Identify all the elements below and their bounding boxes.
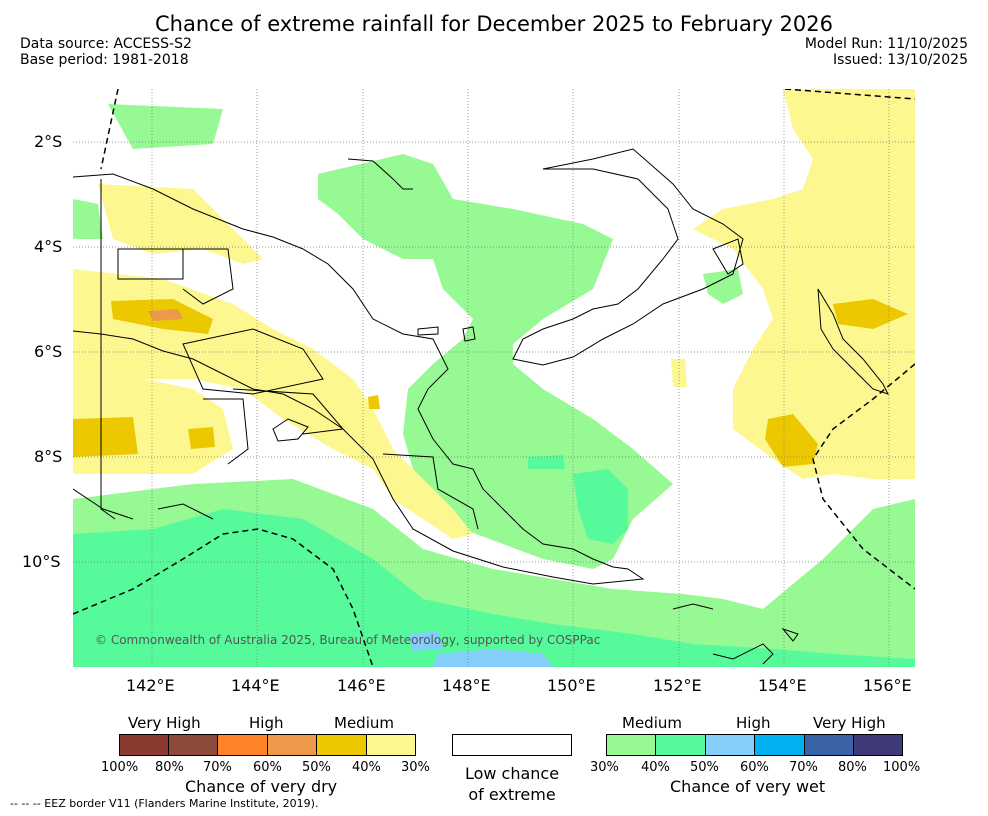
map-canvas: © Commonwealth of Australia 2025, Bureau… <box>73 89 915 667</box>
lon-label-156e: 156°E <box>863 676 912 695</box>
map-title: Chance of extreme rainfall for December … <box>155 12 833 36</box>
dry-medium-region-east <box>693 89 915 479</box>
low-chance-caption-line2: of extreme <box>468 785 556 804</box>
wet-50-region <box>433 649 553 667</box>
copyright-text: © Commonwealth of Australia 2025, Bureau… <box>95 633 600 647</box>
wet-level-high: High <box>736 714 771 732</box>
lon-label-148e: 148°E <box>442 676 491 695</box>
wet-tick-40: 40% <box>641 760 670 775</box>
dry-caption: Chance of very dry <box>185 777 338 796</box>
data-source: Data source: ACCESS-S2 <box>20 36 192 52</box>
wet-tick-60: 60% <box>740 760 769 775</box>
dry-40-region-5 <box>765 414 818 467</box>
lon-label-144e: 144°E <box>231 676 280 695</box>
rainfall-map[interactable]: © Commonwealth of Australia 2025, Bureau… <box>73 89 915 667</box>
wet-swatch-80 <box>853 734 903 756</box>
dry-level-high: High <box>249 714 284 732</box>
base-period: Base period: 1981-2018 <box>20 52 189 68</box>
wet-tick-100: 100% <box>883 760 921 775</box>
wet-high-region-central2 <box>528 455 565 469</box>
wet-swatch-70 <box>804 734 854 756</box>
graticule <box>73 89 915 667</box>
dry-swatch-50 <box>316 734 367 756</box>
lat-label-4s: 4°S <box>34 237 63 256</box>
dry-medium-region-nw <box>98 184 263 264</box>
dry-40-region-4 <box>833 299 908 329</box>
dry-50-region <box>148 309 183 321</box>
wet-tick-50: 50% <box>690 760 719 775</box>
wet-medium-region-ne <box>703 269 743 304</box>
lon-label-146e: 146°E <box>337 676 386 695</box>
wet-tick-70: 70% <box>789 760 818 775</box>
dry-tick-70: 70% <box>203 760 232 775</box>
dry-tick-30: 30% <box>401 760 430 775</box>
dry-40-region-3 <box>188 427 215 449</box>
dry-swatch-70 <box>217 734 268 756</box>
dry-level-medium: Medium <box>334 714 394 732</box>
wet-tick-80: 80% <box>838 760 867 775</box>
wet-tick-30: 30% <box>590 760 619 775</box>
wet-medium-region-central <box>318 154 673 569</box>
wet-swatch-50 <box>705 734 755 756</box>
eez-footnote: -- -- -- EEZ border V11 (Flanders Marine… <box>10 797 319 810</box>
eez-borders <box>73 89 915 667</box>
wet-level-medium: Medium <box>622 714 682 732</box>
lat-label-10s: 10°S <box>22 552 61 571</box>
dry-tick-60: 60% <box>253 760 282 775</box>
dry-tick-40: 40% <box>352 760 381 775</box>
wet-swatch-40 <box>655 734 706 756</box>
dry-tick-50: 50% <box>302 760 331 775</box>
dry-tick-80: 80% <box>155 760 184 775</box>
coastline <box>73 148 889 665</box>
wet-swatch-60 <box>754 734 805 756</box>
wet-caption: Chance of very wet <box>670 777 826 796</box>
model-run: Model Run: 11/10/2025 <box>804 36 968 52</box>
wet-50-region-small <box>408 631 443 651</box>
lon-label-150e: 150°E <box>547 676 596 695</box>
dry-swatch-100 <box>119 734 169 756</box>
lat-label-2s: 2°S <box>34 132 63 151</box>
issued-date: Issued: 13/10/2025 <box>833 52 968 68</box>
dry-level-very-high: Very High <box>128 714 201 732</box>
dry-medium-region-east-small <box>671 359 687 387</box>
dry-swatch-80 <box>168 734 218 756</box>
dry-swatch-40 <box>366 734 416 756</box>
wet-high-region-central <box>573 469 628 544</box>
dry-swatch-60 <box>267 734 317 756</box>
wet-high-region-south <box>73 509 915 667</box>
dry-40-region-2 <box>73 417 138 457</box>
wet-level-very-high: Very High <box>813 714 886 732</box>
lon-label-154e: 154°E <box>758 676 807 695</box>
wet-medium-region-west <box>73 199 103 239</box>
dry-40-region-6 <box>368 395 380 409</box>
lat-label-6s: 6°S <box>34 342 63 361</box>
wet-swatch-30 <box>606 734 656 756</box>
dry-medium-region-west <box>73 269 473 539</box>
lon-label-142e: 142°E <box>126 676 175 695</box>
lon-label-152e: 152°E <box>653 676 702 695</box>
dry-tick-100: 100% <box>101 760 139 775</box>
wet-medium-region-north <box>108 104 223 149</box>
low-chance-swatch <box>452 734 572 756</box>
low-chance-caption-line1: Low chance <box>464 764 560 783</box>
lat-label-8s: 8°S <box>34 447 63 466</box>
